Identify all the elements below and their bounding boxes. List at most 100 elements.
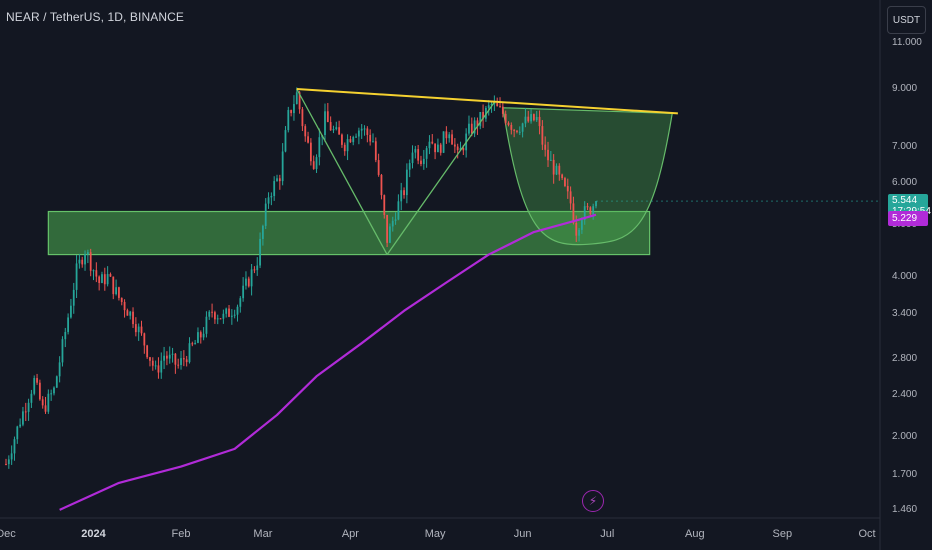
candle-body	[468, 123, 470, 134]
candle-body	[476, 120, 479, 127]
candle-body	[352, 137, 355, 143]
candle-body	[462, 148, 465, 151]
candle-body	[369, 134, 372, 142]
candle-body	[343, 144, 346, 152]
candle-body	[151, 360, 154, 366]
candle-body	[518, 131, 521, 133]
candle-body	[301, 109, 304, 127]
candle-body	[349, 139, 352, 143]
candle-body	[595, 201, 597, 207]
candle-body	[202, 333, 205, 338]
price-tick-label: 1.700	[892, 468, 918, 480]
candle-body	[437, 144, 439, 153]
candle-body	[315, 157, 318, 169]
candle-body	[547, 149, 549, 161]
price-tick-label: 3.400	[892, 308, 918, 320]
candle-body	[112, 276, 115, 295]
candles	[5, 87, 597, 469]
moving-average-label: 5.229	[888, 210, 928, 226]
candle-body	[453, 144, 456, 147]
candle-body	[278, 178, 281, 182]
candle-body	[228, 308, 230, 317]
candle-body	[346, 139, 349, 152]
candle-body	[95, 270, 98, 277]
candle-body	[360, 128, 363, 131]
lightning-icon[interactable]: ⚡︎	[582, 490, 604, 512]
candle-body	[592, 206, 595, 215]
time-tick-label: Feb	[171, 528, 191, 540]
candle-body	[383, 195, 386, 215]
candle-body	[236, 306, 239, 315]
candle-body	[442, 131, 445, 153]
candle-body	[400, 190, 403, 202]
support-zone	[47, 210, 651, 256]
candle-body	[496, 103, 499, 107]
candle-body	[428, 141, 431, 149]
candle-body	[391, 220, 394, 227]
candle-body	[281, 151, 284, 182]
candle-body	[420, 160, 422, 165]
time-tick-label: Sep	[772, 528, 793, 540]
candle-body	[564, 178, 566, 187]
candle-body	[214, 312, 216, 320]
candle-body	[487, 105, 490, 108]
candle-body	[86, 252, 89, 255]
candle-body	[578, 229, 580, 236]
candle-body	[47, 393, 50, 412]
candle-body	[366, 128, 369, 135]
candle-body	[473, 120, 476, 134]
candle-body	[389, 226, 391, 243]
price-tick-label: 11.000	[892, 36, 922, 48]
candle-body	[394, 219, 397, 221]
candle-body	[338, 127, 341, 135]
candle-body	[143, 333, 146, 346]
candle-body	[312, 161, 315, 169]
last-price-value: 5.544	[892, 195, 918, 207]
candle-body	[219, 318, 222, 320]
candle-body	[154, 365, 157, 367]
candle-body	[304, 126, 307, 137]
candle-body	[182, 358, 185, 360]
price-tick-label: 7.000	[892, 141, 918, 153]
candle-body	[41, 399, 44, 406]
candle-body	[357, 130, 360, 137]
candle-body	[549, 159, 552, 161]
candle-body	[408, 163, 411, 170]
candle-body	[470, 123, 473, 134]
candle-body	[504, 113, 507, 123]
candle-body	[5, 463, 7, 465]
candle-body	[171, 353, 174, 355]
candle-body	[307, 136, 309, 143]
candle-body	[16, 426, 19, 440]
candle-body	[273, 181, 276, 196]
candle-body	[259, 238, 261, 266]
candle-body	[146, 345, 149, 358]
candle-body	[287, 110, 290, 131]
time-tick-label: Jul	[600, 528, 615, 540]
candle-body	[44, 405, 47, 412]
candle-body	[24, 411, 27, 413]
candle-body	[64, 331, 67, 340]
candle-body	[58, 362, 61, 377]
candle-body	[118, 287, 120, 298]
candle-body	[372, 141, 374, 143]
time-tick-label: Oct	[858, 528, 876, 540]
resistance-trendline	[296, 88, 678, 115]
candle-body	[521, 123, 524, 132]
candle-body	[513, 129, 516, 131]
candle-body	[535, 116, 538, 121]
candle-body	[589, 207, 592, 215]
candle-body	[403, 190, 405, 196]
candle-body	[377, 160, 380, 175]
candle-body	[555, 165, 558, 175]
currency-unit-button[interactable]: USDT	[887, 6, 926, 34]
candle-body	[425, 148, 428, 159]
candle-body	[580, 219, 583, 230]
candle-body	[188, 343, 191, 363]
candle-body	[67, 317, 70, 332]
candle-body	[530, 114, 532, 122]
candle-body	[490, 103, 493, 106]
candle-body	[326, 111, 329, 123]
candle-body	[98, 276, 101, 283]
